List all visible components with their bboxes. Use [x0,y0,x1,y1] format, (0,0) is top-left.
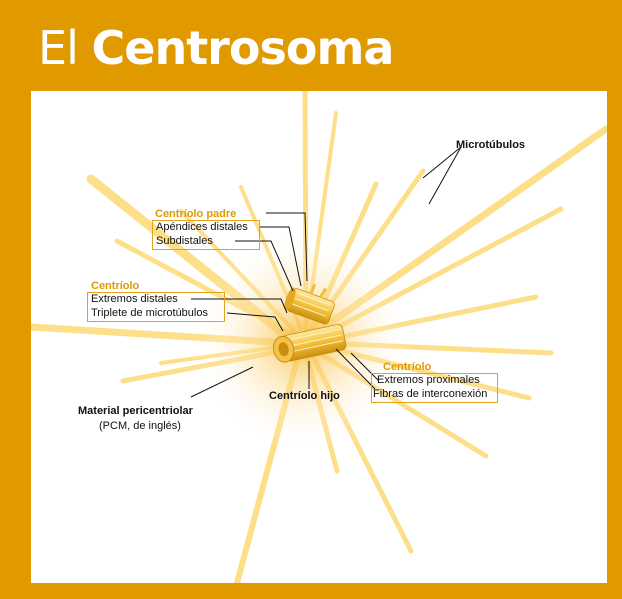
label-apendices-distales: Apéndices distales [156,221,248,233]
page-title: El Centrosoma [38,20,394,76]
label-box-centriolo-izquierdo [87,292,225,322]
label-subdistales: Subdistales [156,235,213,247]
label-microtubulos: Microtúbulos [456,139,526,151]
centrosome-diagram [31,91,607,583]
label-triplete: Triplete de microtúbulos [91,307,208,319]
mother-centriole [284,283,335,325]
label-centriolo-padre: Centríolo padre [155,208,237,220]
label-centriolo-derecho: Centríolo [383,361,432,373]
label-box-centriolo-padre [152,220,260,250]
label-pcm: (PCM, de inglés) [99,420,181,432]
label-centriolo-hijo: Centríolo hijo [269,390,340,402]
label-centriolo-izquierdo: Centríolo [91,280,140,292]
title-part-el: El [38,21,79,75]
label-extremos-proximales: Extremos proximales [377,374,480,386]
label-material-pericentriolar: Material pericentriolar [78,405,193,417]
leader-lines [190,146,462,398]
diagram-panel: Microtúbulos Centríolo padre Apéndices d… [31,91,607,583]
label-extremos-distales: Extremos distales [91,293,178,305]
title-part-centrosoma: Centrosoma [91,21,394,75]
label-box-centriolo-derecho [371,373,498,403]
label-fibras: Fibras de interconexión [373,388,488,400]
daughter-centriole [273,324,347,363]
